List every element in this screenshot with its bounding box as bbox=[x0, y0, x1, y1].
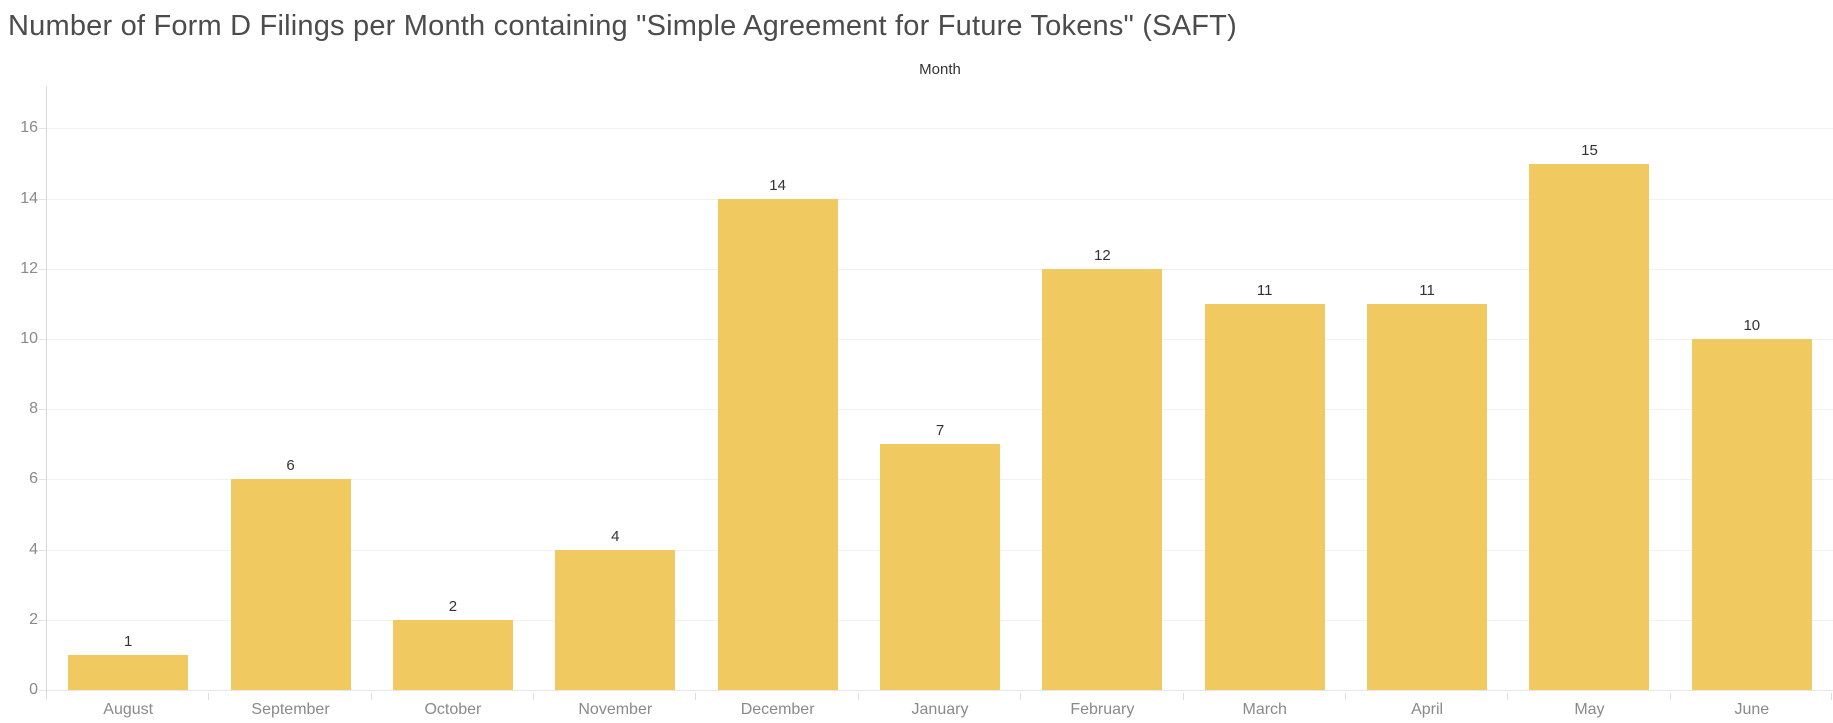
y-tick-label-0: 0 bbox=[29, 681, 38, 698]
x-axis-tick-3 bbox=[533, 693, 535, 700]
bar-value-label-march: 11 bbox=[1256, 281, 1273, 299]
x-label-october[interactable]: October bbox=[424, 701, 482, 718]
bar-value-label-december: 14 bbox=[769, 176, 786, 194]
x-axis-tick-8 bbox=[1344, 693, 1346, 700]
y-axis-tick-2 bbox=[39, 619, 46, 621]
bar-value-label-may: 15 bbox=[1581, 141, 1598, 159]
y-tick-label-4: 4 bbox=[29, 540, 38, 558]
x-label-april[interactable]: April bbox=[1411, 701, 1444, 718]
bar-may[interactable] bbox=[1529, 163, 1650, 690]
x-label-june[interactable]: June bbox=[1734, 701, 1770, 718]
x-label-may[interactable]: May bbox=[1574, 701, 1605, 718]
y-tick-label-10: 10 bbox=[20, 330, 38, 347]
x-axis-tick-9 bbox=[1507, 693, 1509, 700]
y-axis-line bbox=[46, 86, 47, 700]
x-axis-tick-5 bbox=[857, 693, 859, 700]
bar-value-label-february: 12 bbox=[1094, 246, 1111, 264]
x-label-march[interactable]: March bbox=[1242, 701, 1287, 718]
chart-title: Number of Form D Filings per Month conta… bbox=[8, 10, 1237, 42]
y-tick-label-16: 16 bbox=[20, 119, 38, 137]
bar-value-label-october: 2 bbox=[448, 597, 458, 615]
bar-march[interactable] bbox=[1204, 303, 1325, 690]
x-label-january[interactable]: January bbox=[911, 701, 969, 718]
y-axis-tick-0 bbox=[39, 690, 46, 691]
x-label-august[interactable]: August bbox=[103, 701, 154, 718]
y-axis-tick-16 bbox=[39, 128, 46, 130]
x-label-september[interactable]: September bbox=[251, 701, 330, 718]
y-tick-label-14: 14 bbox=[20, 189, 38, 207]
y-axis-tick-8 bbox=[39, 409, 46, 411]
gridline-y-14 bbox=[47, 198, 1833, 200]
x-axis-tick-11 bbox=[1831, 693, 1832, 700]
y-axis-tick-12 bbox=[39, 268, 46, 270]
y-axis-tick-6 bbox=[39, 479, 46, 481]
y-tick-label-8: 8 bbox=[29, 400, 38, 418]
y-tick-label-6: 6 bbox=[29, 470, 38, 488]
bar-september[interactable] bbox=[230, 479, 351, 690]
bar-august[interactable] bbox=[68, 654, 189, 690]
y-axis-tick-14 bbox=[39, 198, 46, 200]
x-label-november[interactable]: November bbox=[578, 701, 653, 718]
gridline-y-10 bbox=[47, 339, 1833, 340]
y-tick-label-12: 12 bbox=[20, 259, 38, 277]
bar-value-label-january: 7 bbox=[935, 422, 945, 440]
bar-value-label-june: 10 bbox=[1743, 317, 1761, 334]
x-axis-tick-6 bbox=[1020, 693, 1022, 700]
bar-february[interactable] bbox=[1042, 268, 1163, 690]
x-axis-tick-0 bbox=[46, 693, 47, 700]
y-tick-label-2: 2 bbox=[29, 610, 38, 628]
x-axis-tick-10 bbox=[1669, 693, 1671, 700]
bar-value-label-april: 11 bbox=[1419, 281, 1435, 299]
bar-value-label-august: 1 bbox=[124, 632, 133, 650]
y-axis-tick-4 bbox=[39, 549, 46, 551]
bar-value-label-september: 6 bbox=[286, 457, 295, 475]
gridline-y-0 bbox=[47, 690, 1833, 691]
gridline-y-12 bbox=[47, 268, 1833, 270]
bar-june[interactable] bbox=[1691, 339, 1812, 690]
x-axis-tick-2 bbox=[370, 693, 372, 700]
x-axis-tick-1 bbox=[208, 693, 210, 700]
bar-october[interactable] bbox=[392, 619, 513, 690]
gridline-y-8 bbox=[47, 409, 1833, 411]
bar-value-label-november: 4 bbox=[611, 527, 620, 545]
x-axis-field-label: Month bbox=[919, 61, 961, 78]
x-axis-tick-4 bbox=[695, 693, 697, 700]
bar-april[interactable] bbox=[1367, 303, 1488, 690]
bar-december[interactable] bbox=[717, 198, 838, 690]
x-axis-tick-7 bbox=[1182, 693, 1184, 700]
bar-january[interactable] bbox=[880, 444, 1000, 690]
bar-november[interactable] bbox=[555, 549, 676, 690]
gridline-y-16 bbox=[47, 128, 1833, 130]
x-label-february[interactable]: February bbox=[1070, 701, 1135, 718]
x-label-december[interactable]: December bbox=[740, 701, 815, 718]
y-axis-tick-10 bbox=[39, 339, 46, 340]
